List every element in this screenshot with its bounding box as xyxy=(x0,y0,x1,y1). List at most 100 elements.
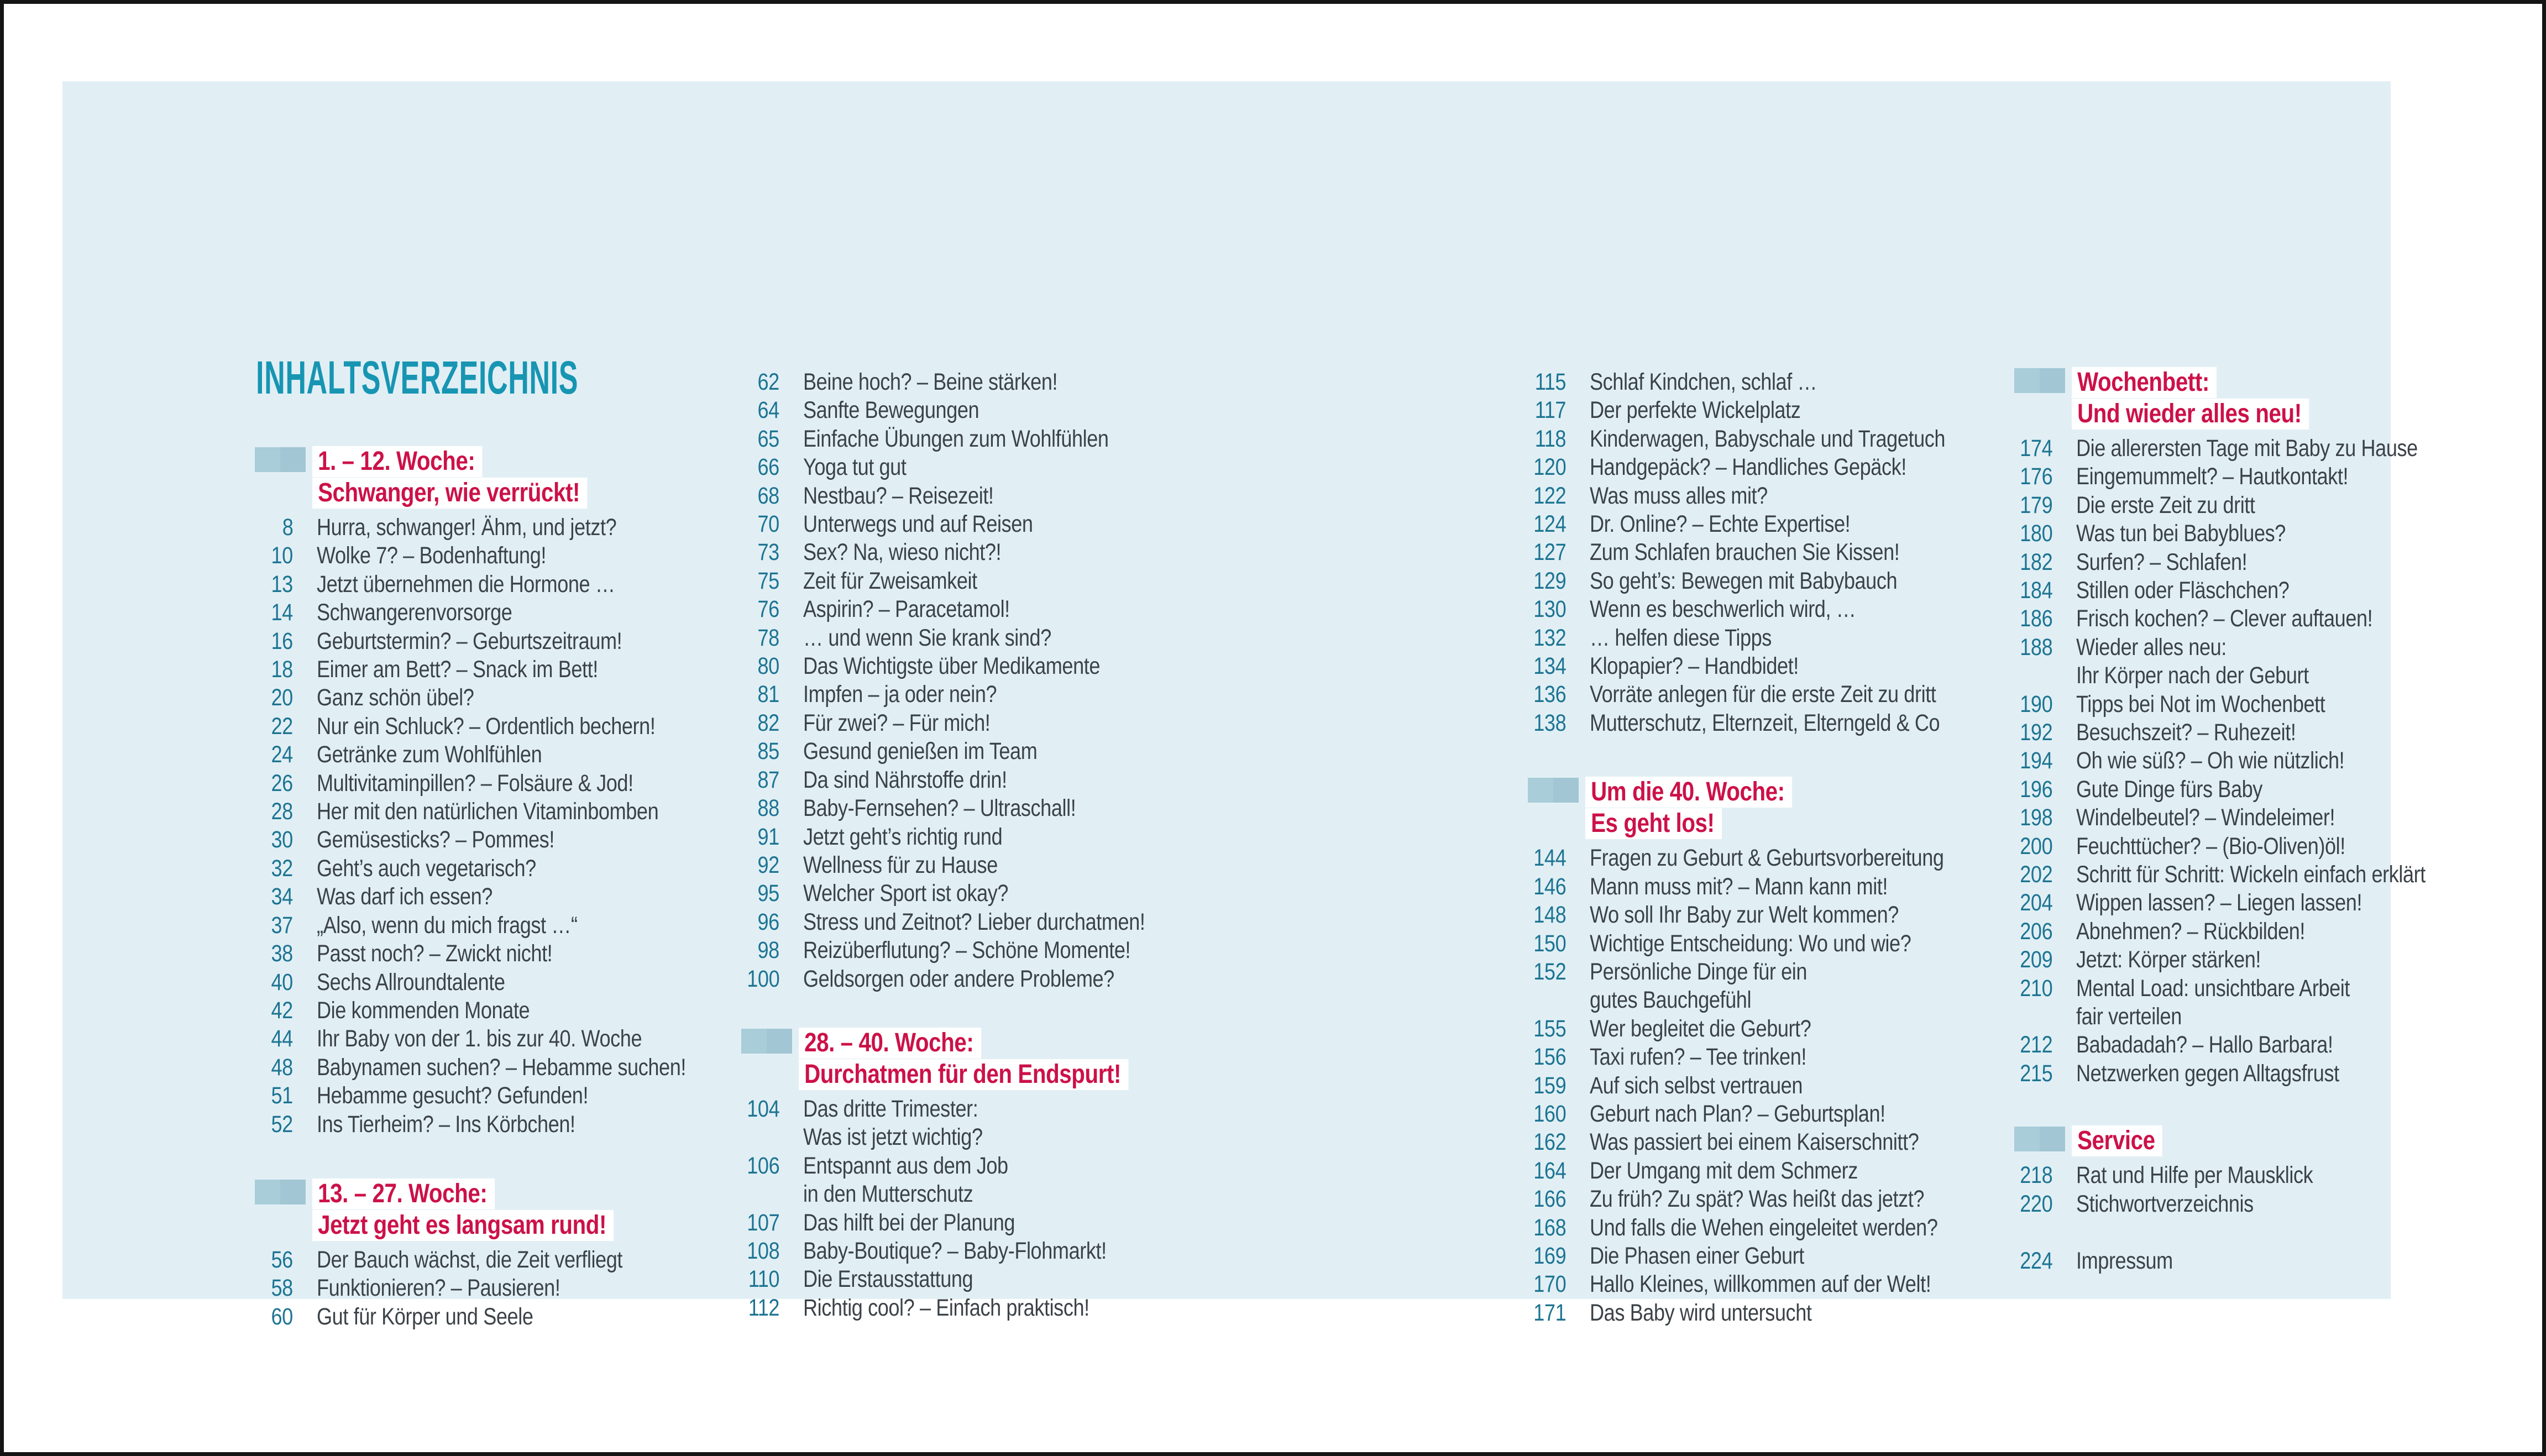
entry-page-number: 129 xyxy=(1533,567,1566,594)
toc-entry: 160 Geburt nach Plan? – Geburtsplan! xyxy=(1494,1100,2041,1128)
toc-entry: 52 Ins Tierheim? – Ins Körbchen! xyxy=(221,1111,735,1139)
toc-entry: 16 Geburtstermin? – Geburtszeitraum! xyxy=(221,627,735,656)
entry-title: Impfen – ja oder nein? xyxy=(803,681,997,708)
toc-entry: 168 Und falls die Wehen eingeleitet werde… xyxy=(1494,1214,2041,1242)
toc-entry: 170 Hallo Kleines, willkommen auf der Wel… xyxy=(1494,1270,2041,1298)
entry-title: Wellness für zu Hause xyxy=(803,851,998,878)
section-heading-line: Es geht los! xyxy=(1585,808,1722,840)
entry-title: Impressum xyxy=(2076,1248,2173,1275)
entry-title: … und wenn Sie krank sind? xyxy=(803,624,1051,651)
entry-page-number: 198 xyxy=(2019,804,2052,831)
content-panel: INHALTSVERZEICHNIS 1. – 12. Woche: Schwan… xyxy=(62,81,2425,1330)
entry-title: Geldsorgen oder andere Probleme? xyxy=(803,965,1114,992)
toc-entry: 112 Richtig cool? – Einfach praktisch! xyxy=(708,1294,1238,1322)
entry-title: Gesund genießen im Team xyxy=(803,738,1038,765)
entry-page-number: 171 xyxy=(1533,1299,1566,1326)
entry-title: Gute Dinge fürs Baby xyxy=(2076,776,2262,803)
entry-page-number: 196 xyxy=(2019,776,2052,803)
entry-title: Netzwerken gegen Alltagsfrust xyxy=(2076,1060,2339,1087)
toc-entry: 129 So geht’s: Bewegen mit Babybauch xyxy=(1494,567,2041,595)
entry-title: Mental Load: unsichtbare Arbeit fair vert… xyxy=(2076,975,2350,1030)
entry-page-number: 159 xyxy=(1533,1072,1566,1099)
toc-entry: 190 Tipps bei Not im Wochenbett xyxy=(1981,690,2511,719)
toc-entry: 110 Die Erstausstattung xyxy=(708,1265,1238,1293)
entry-title: Rat und Hilfe per Mausklick xyxy=(2076,1162,2313,1189)
entry-title: Vorräte anlegen für die erste Zeit zu dr… xyxy=(1590,681,1936,708)
entry-page-number: 210 xyxy=(2019,975,2052,1002)
toc-entry: 24 Getränke zum Wohlfühlen xyxy=(221,741,735,769)
entry-title: Die allerersten Tage mit Baby zu Hause xyxy=(2076,435,2418,462)
entry-title: Schritt für Schritt: Wickeln einfach erk… xyxy=(2076,861,2425,888)
entry-page-number: 148 xyxy=(1533,902,1566,929)
toc-entry: 159 Auf sich selbst vertrauen xyxy=(1494,1072,2041,1100)
spacer xyxy=(1981,1218,2511,1247)
entry-page-number: 168 xyxy=(1533,1214,1566,1241)
entry-title: Baby-Boutique? – Baby-Flohmarkt! xyxy=(803,1237,1107,1264)
toc-entry: 215 Netzwerken gegen Alltagsfrust xyxy=(1981,1060,2511,1088)
entry-page-number: 8 xyxy=(282,514,293,541)
section-marker xyxy=(741,1028,792,1054)
toc-entry: 144 Fragen zu Geburt & Geburtsvorbereitun… xyxy=(1494,844,2041,872)
entry-title: Hebamme gesucht? Gefunden! xyxy=(317,1082,589,1109)
entry-title: Der perfekte Wickelplatz xyxy=(1590,397,1801,424)
entry-page-number: 75 xyxy=(757,567,780,594)
entry-title: Funktionieren? – Pausieren! xyxy=(317,1275,560,1302)
entry-title: Da sind Nährstoffe drin! xyxy=(803,766,1007,793)
entry-title: Oh wie süß? – Oh wie nützlich! xyxy=(2076,747,2345,774)
section-heading: 28. – 40. Woche: Durchatmen für den Endsp… xyxy=(741,1027,1238,1091)
toc-entry: 156 Taxi rufen? – Tee trinken! xyxy=(1494,1043,2041,1071)
entry-title: Wenn es beschwerlich wird, … xyxy=(1590,596,1856,623)
toc-entry: 198 Windelbeutel? – Windeleimer! xyxy=(1981,804,2511,832)
entry-title: Handgepäck? – Handliches Gepäck! xyxy=(1590,454,1906,481)
toc-entry: 179 Die erste Zeit zu dritt xyxy=(1981,491,2511,520)
toc-entry: 210 Mental Load: unsichtbare Arbeit fair v… xyxy=(1981,975,2511,1031)
entry-page-number: 30 xyxy=(271,826,294,853)
toc-entry: 100 Geldsorgen oder andere Probleme? xyxy=(708,965,1238,993)
toc-entry: 75 Zeit für Zweisamkeit xyxy=(708,567,1238,595)
toc-entry: 64 Sanfte Bewegungen xyxy=(708,396,1238,425)
entry-title: Ins Tierheim? – Ins Körbchen! xyxy=(317,1111,575,1138)
entry-page-number: 136 xyxy=(1533,681,1566,708)
entry-page-number: 10 xyxy=(271,542,294,569)
toc-entry: 115 Schlaf Kindchen, schlaf … xyxy=(1494,368,2041,396)
section-heading-line: Service xyxy=(2072,1125,2163,1157)
entry-page-number: 85 xyxy=(757,738,780,765)
section-heading-line: Jetzt geht es langsam rund! xyxy=(312,1209,614,1241)
entry-page-number: 88 xyxy=(757,795,780,822)
entry-title: Zum Schlafen brauchen Sie Kissen! xyxy=(1590,539,1900,566)
entry-title: Sanfte Bewegungen xyxy=(803,397,979,424)
entry-page-number: 200 xyxy=(2019,832,2052,860)
toc-entry: 202 Schritt für Schritt: Wickeln einfach … xyxy=(1981,861,2511,889)
section-marker xyxy=(2014,368,2065,393)
toc-entry: 85 Gesund genießen im Team xyxy=(708,737,1238,766)
toc-entry: 169 Die Phasen einer Geburt xyxy=(1494,1242,2041,1270)
entry-page-number: 122 xyxy=(1533,482,1566,509)
entry-page-number: 81 xyxy=(757,681,780,708)
entry-title: Wolke 7? – Bodenhaftung! xyxy=(317,542,546,569)
entry-title: Persönliche Dinge für ein gutes Bauchgefü… xyxy=(1590,958,1808,1014)
entry-page-number: 96 xyxy=(757,908,780,935)
entry-title: Abnehmen? – Rückbilden! xyxy=(2076,918,2306,945)
toc-entry: 118 Kinderwagen, Babyschale und Tragetuch xyxy=(1494,425,2041,453)
entry-page-number: 44 xyxy=(271,1025,294,1052)
entry-page-number: 220 xyxy=(2019,1190,2052,1217)
entry-page-number: 108 xyxy=(746,1237,779,1264)
entry-page-number: 118 xyxy=(1534,425,1567,452)
entry-page-number: 28 xyxy=(271,798,294,825)
entry-title: Jetzt übernehmen die Hormone … xyxy=(317,570,615,598)
entry-page-number: 179 xyxy=(2019,491,2052,518)
entry-page-number: 170 xyxy=(1533,1271,1566,1298)
entry-title: Mutterschutz, Elternzeit, Elterngeld & C… xyxy=(1590,709,1940,736)
entry-page-number: 169 xyxy=(1533,1242,1566,1269)
toc-entry: 88 Baby-Fernsehen? – Ultraschall! xyxy=(708,794,1238,823)
toc-entry: 34 Was darf ich essen? xyxy=(221,883,735,911)
entry-page-number: 152 xyxy=(1533,958,1566,985)
toc-entry: 166 Zu früh? Zu spät? Was heißt das jetzt… xyxy=(1494,1185,2041,1213)
toc-entry: 184 Stillen oder Fläschchen? xyxy=(1981,577,2511,605)
entry-page-number: 13 xyxy=(271,570,294,598)
entry-page-number: 156 xyxy=(1533,1044,1566,1071)
toc-entry: 106 Entspannt aus dem Job in den Muttersch… xyxy=(708,1152,1238,1209)
toc-entry: 186 Frisch kochen? – Clever auftauen! xyxy=(1981,605,2511,633)
toc-entry: 81 Impfen – ja oder nein? xyxy=(708,680,1238,709)
toc-entry: 66 Yoga tut gut xyxy=(708,453,1238,481)
